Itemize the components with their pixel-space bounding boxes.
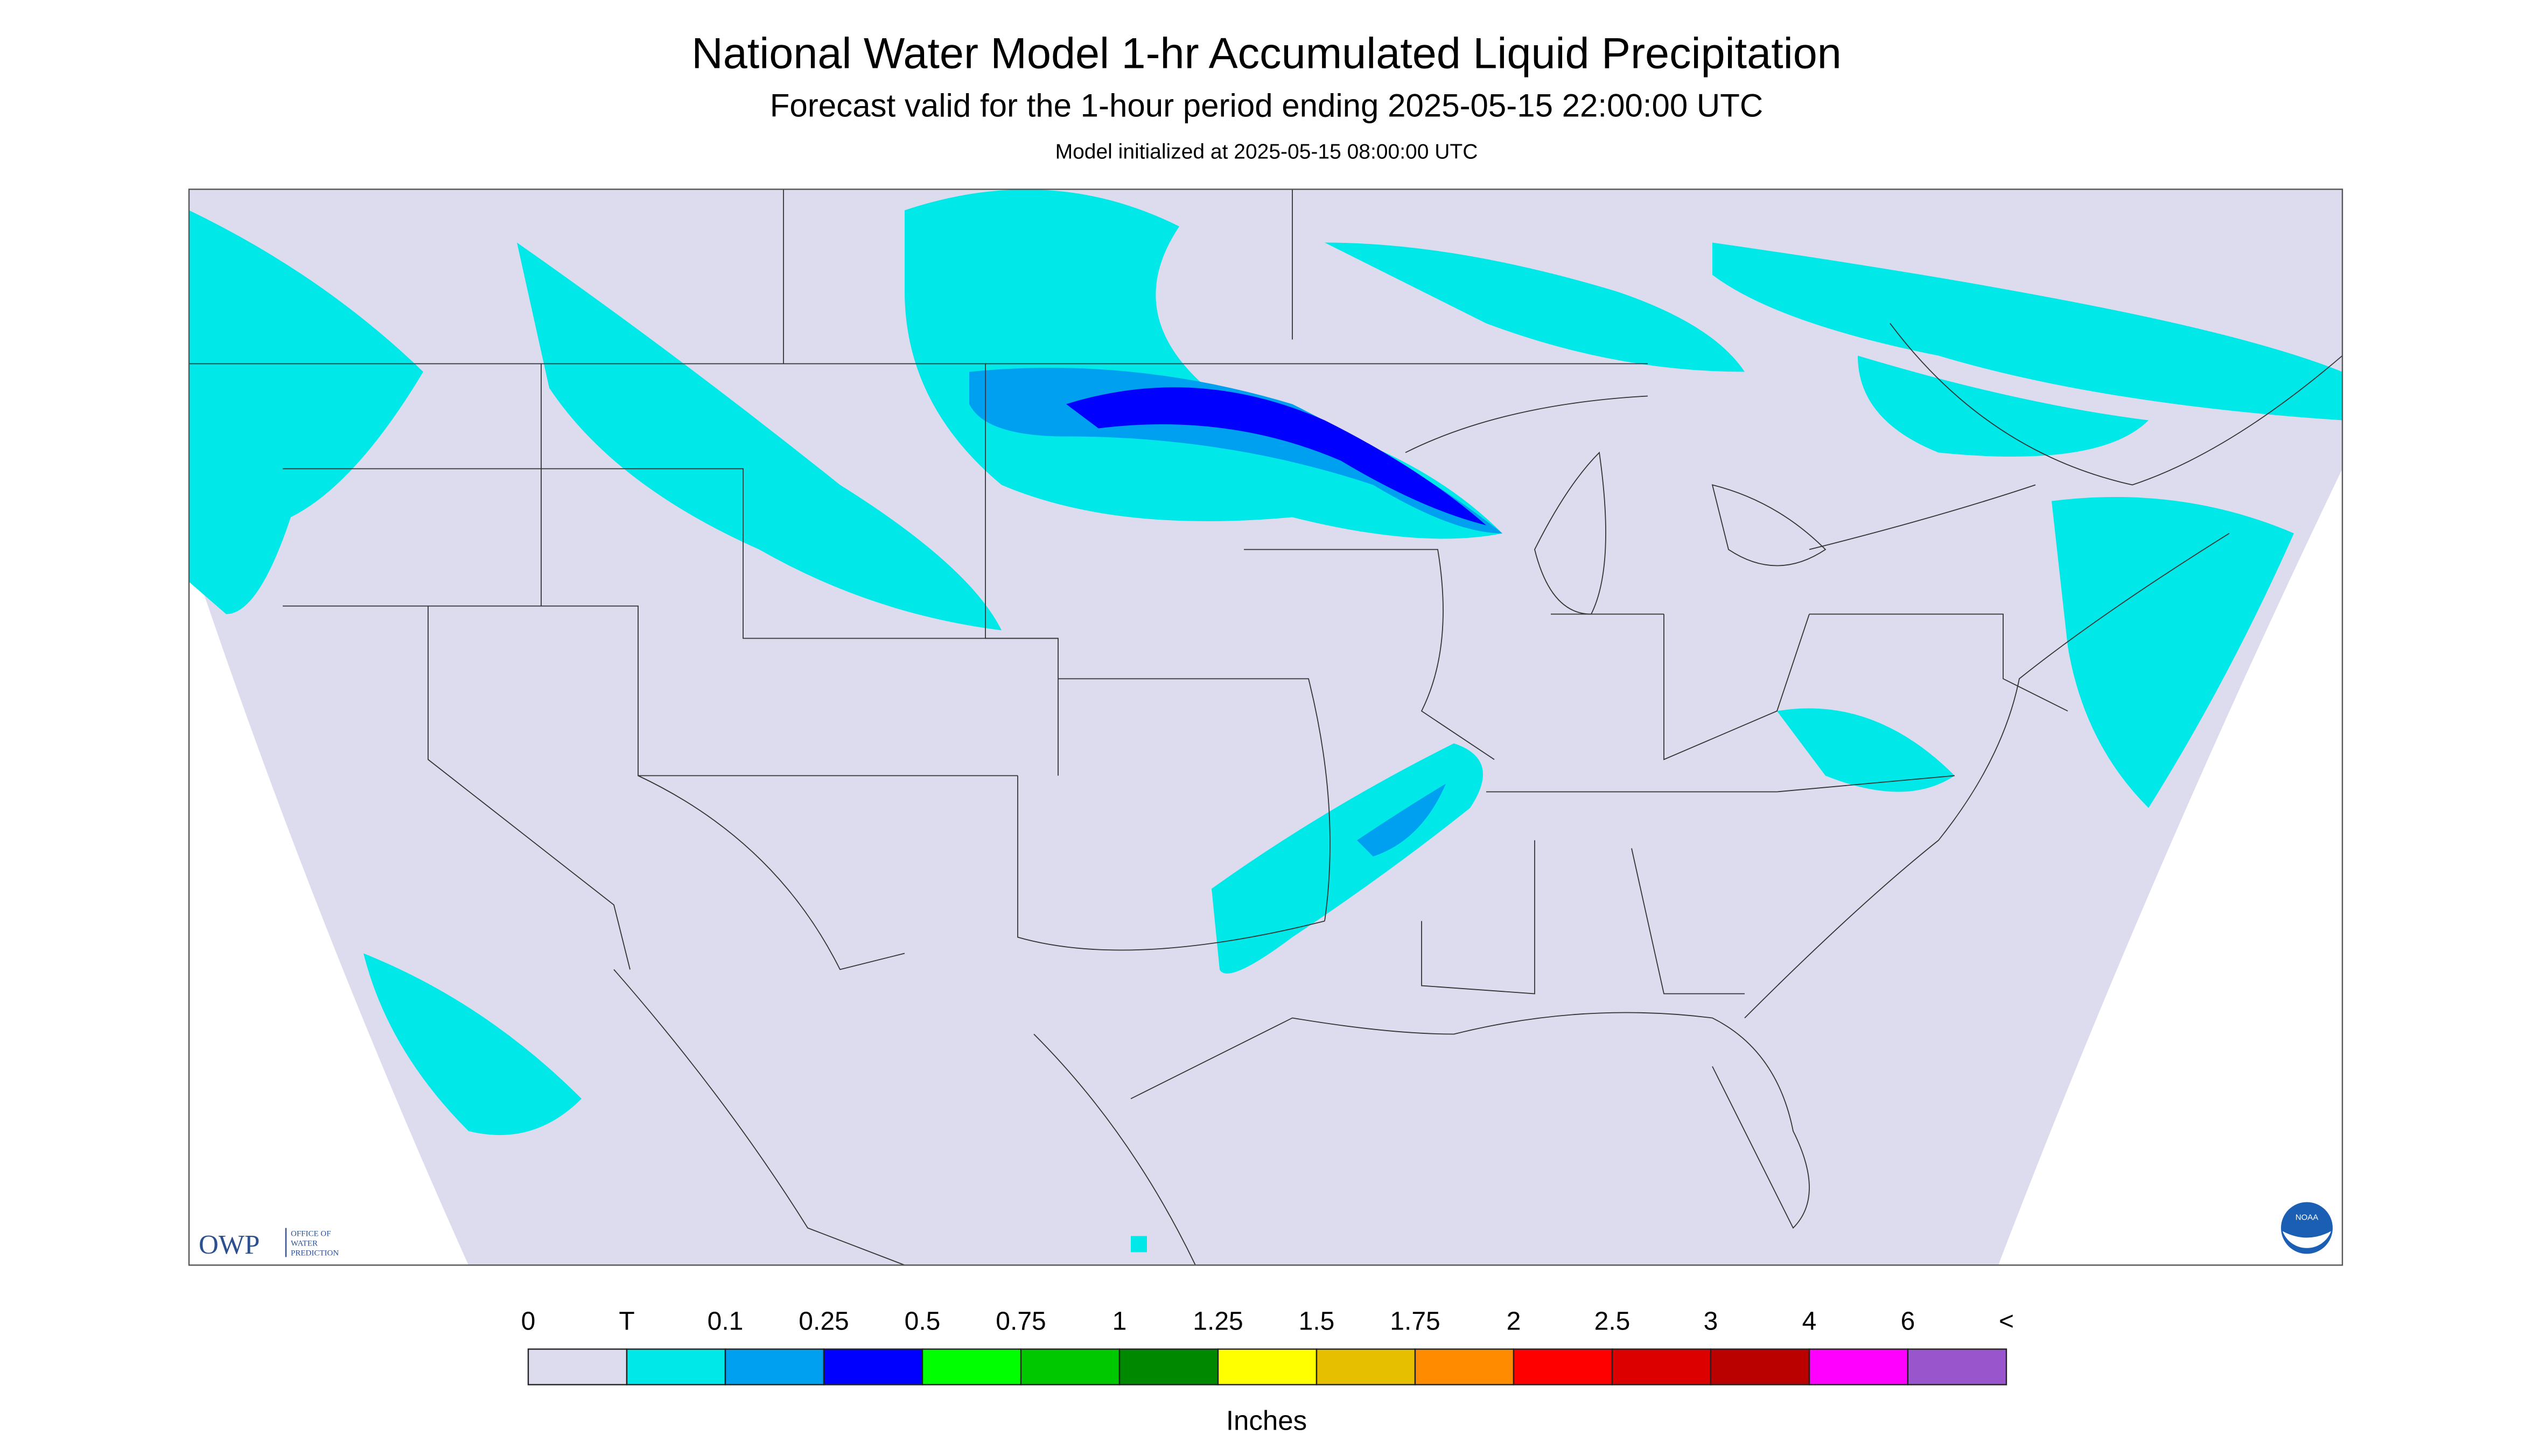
owp-logo-line: OFFICE OF [291,1230,331,1238]
legend: 0 T 0.1 0.25 0.5 0.75 1 1.25 1.5 1.75 2 2.5 3 4 6 < [521,1307,2014,1385]
legend-swatch [527,1348,628,1385]
legend-swatch [1118,1348,1219,1385]
legend-label: 1.75 [1390,1307,1440,1336]
legend-swatch [1217,1348,1318,1385]
legend-label: 0.25 [799,1307,849,1336]
legend-label: 3 [1704,1307,1718,1336]
noaa-logo-text: NOAA [2296,1213,2319,1222]
legend-swatch [724,1348,825,1385]
legend-label: 0.1 [708,1307,744,1336]
legend-swatch [921,1348,1022,1385]
owp-logo-line: WATER [291,1240,318,1248]
map-frame [188,188,2343,1266]
legend-unit: Inches [1226,1405,1307,1436]
legend-label: 0.5 [905,1307,941,1336]
legend-label: 6 [1901,1307,1915,1336]
legend-swatch [1513,1348,1613,1385]
legend-swatch [1907,1348,2007,1385]
legend-label: 1 [1112,1307,1127,1336]
init-time: Model initialized at 2025-05-15 08:00:00… [1055,141,1478,164]
legend-swatch [823,1348,923,1385]
legend-label: 0 [521,1307,536,1336]
legend-swatch [1414,1348,1515,1385]
legend-label: T [619,1307,634,1336]
title: National Water Model 1-hr Accumulated Li… [691,30,1842,78]
owp-logo: OWP [199,1230,260,1261]
legend-swatch [1020,1348,1121,1385]
legend-swatch [1316,1348,1416,1385]
legend-label: < [1999,1307,2014,1336]
legend-label: 2 [1507,1307,1521,1336]
precipitation [189,189,2342,1252]
legend-label: 4 [1802,1307,1817,1336]
noaa-logo-wave [2283,1231,2331,1248]
legend-label: 1.5 [1299,1307,1335,1336]
legend-label: 2.5 [1594,1307,1631,1336]
legend-label: 0.75 [996,1307,1046,1336]
legend-swatch [1611,1348,1712,1385]
subtitle: Forecast valid for the 1-hour period end… [770,88,1763,124]
map: OWP OFFICE OF WATER PREDICTION NOAA [188,188,2343,1266]
legend-label: 1.25 [1193,1307,1243,1336]
legend-swatch [626,1348,726,1385]
owp-logo-line: PREDICTION [291,1249,339,1258]
legend-swatch [1710,1348,1810,1385]
boundaries [189,189,2342,1265]
legend-swatch [1808,1348,1909,1385]
